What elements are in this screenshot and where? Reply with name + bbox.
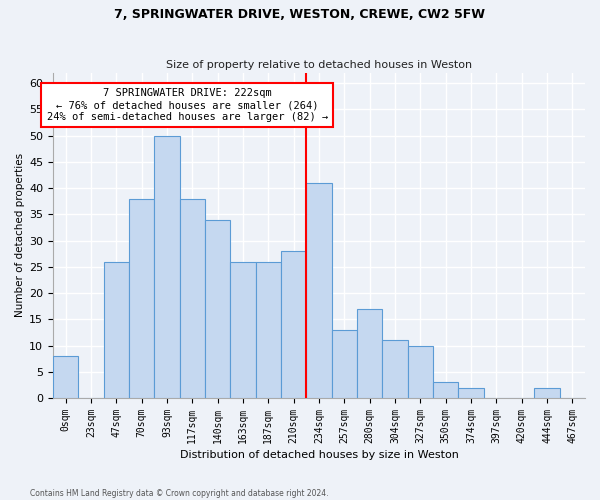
Bar — [307, 183, 332, 398]
Text: 7, SPRINGWATER DRIVE, WESTON, CREWE, CW2 5FW: 7, SPRINGWATER DRIVE, WESTON, CREWE, CW2… — [115, 8, 485, 20]
Bar — [256, 262, 281, 398]
Bar — [205, 220, 230, 398]
Bar — [433, 382, 458, 398]
Bar — [104, 262, 129, 398]
Bar — [230, 262, 256, 398]
Bar — [53, 356, 79, 398]
Bar — [154, 136, 179, 398]
Bar — [179, 198, 205, 398]
Y-axis label: Number of detached properties: Number of detached properties — [15, 154, 25, 318]
Bar — [458, 388, 484, 398]
Bar — [535, 388, 560, 398]
Bar — [129, 198, 154, 398]
Text: Contains HM Land Registry data © Crown copyright and database right 2024.: Contains HM Land Registry data © Crown c… — [30, 488, 329, 498]
Bar — [382, 340, 407, 398]
Title: Size of property relative to detached houses in Weston: Size of property relative to detached ho… — [166, 60, 472, 70]
Bar — [357, 309, 382, 398]
Text: 7 SPRINGWATER DRIVE: 222sqm
← 76% of detached houses are smaller (264)
24% of se: 7 SPRINGWATER DRIVE: 222sqm ← 76% of det… — [47, 88, 328, 122]
X-axis label: Distribution of detached houses by size in Weston: Distribution of detached houses by size … — [179, 450, 458, 460]
Bar — [407, 346, 433, 398]
Bar — [281, 251, 307, 398]
Bar — [332, 330, 357, 398]
